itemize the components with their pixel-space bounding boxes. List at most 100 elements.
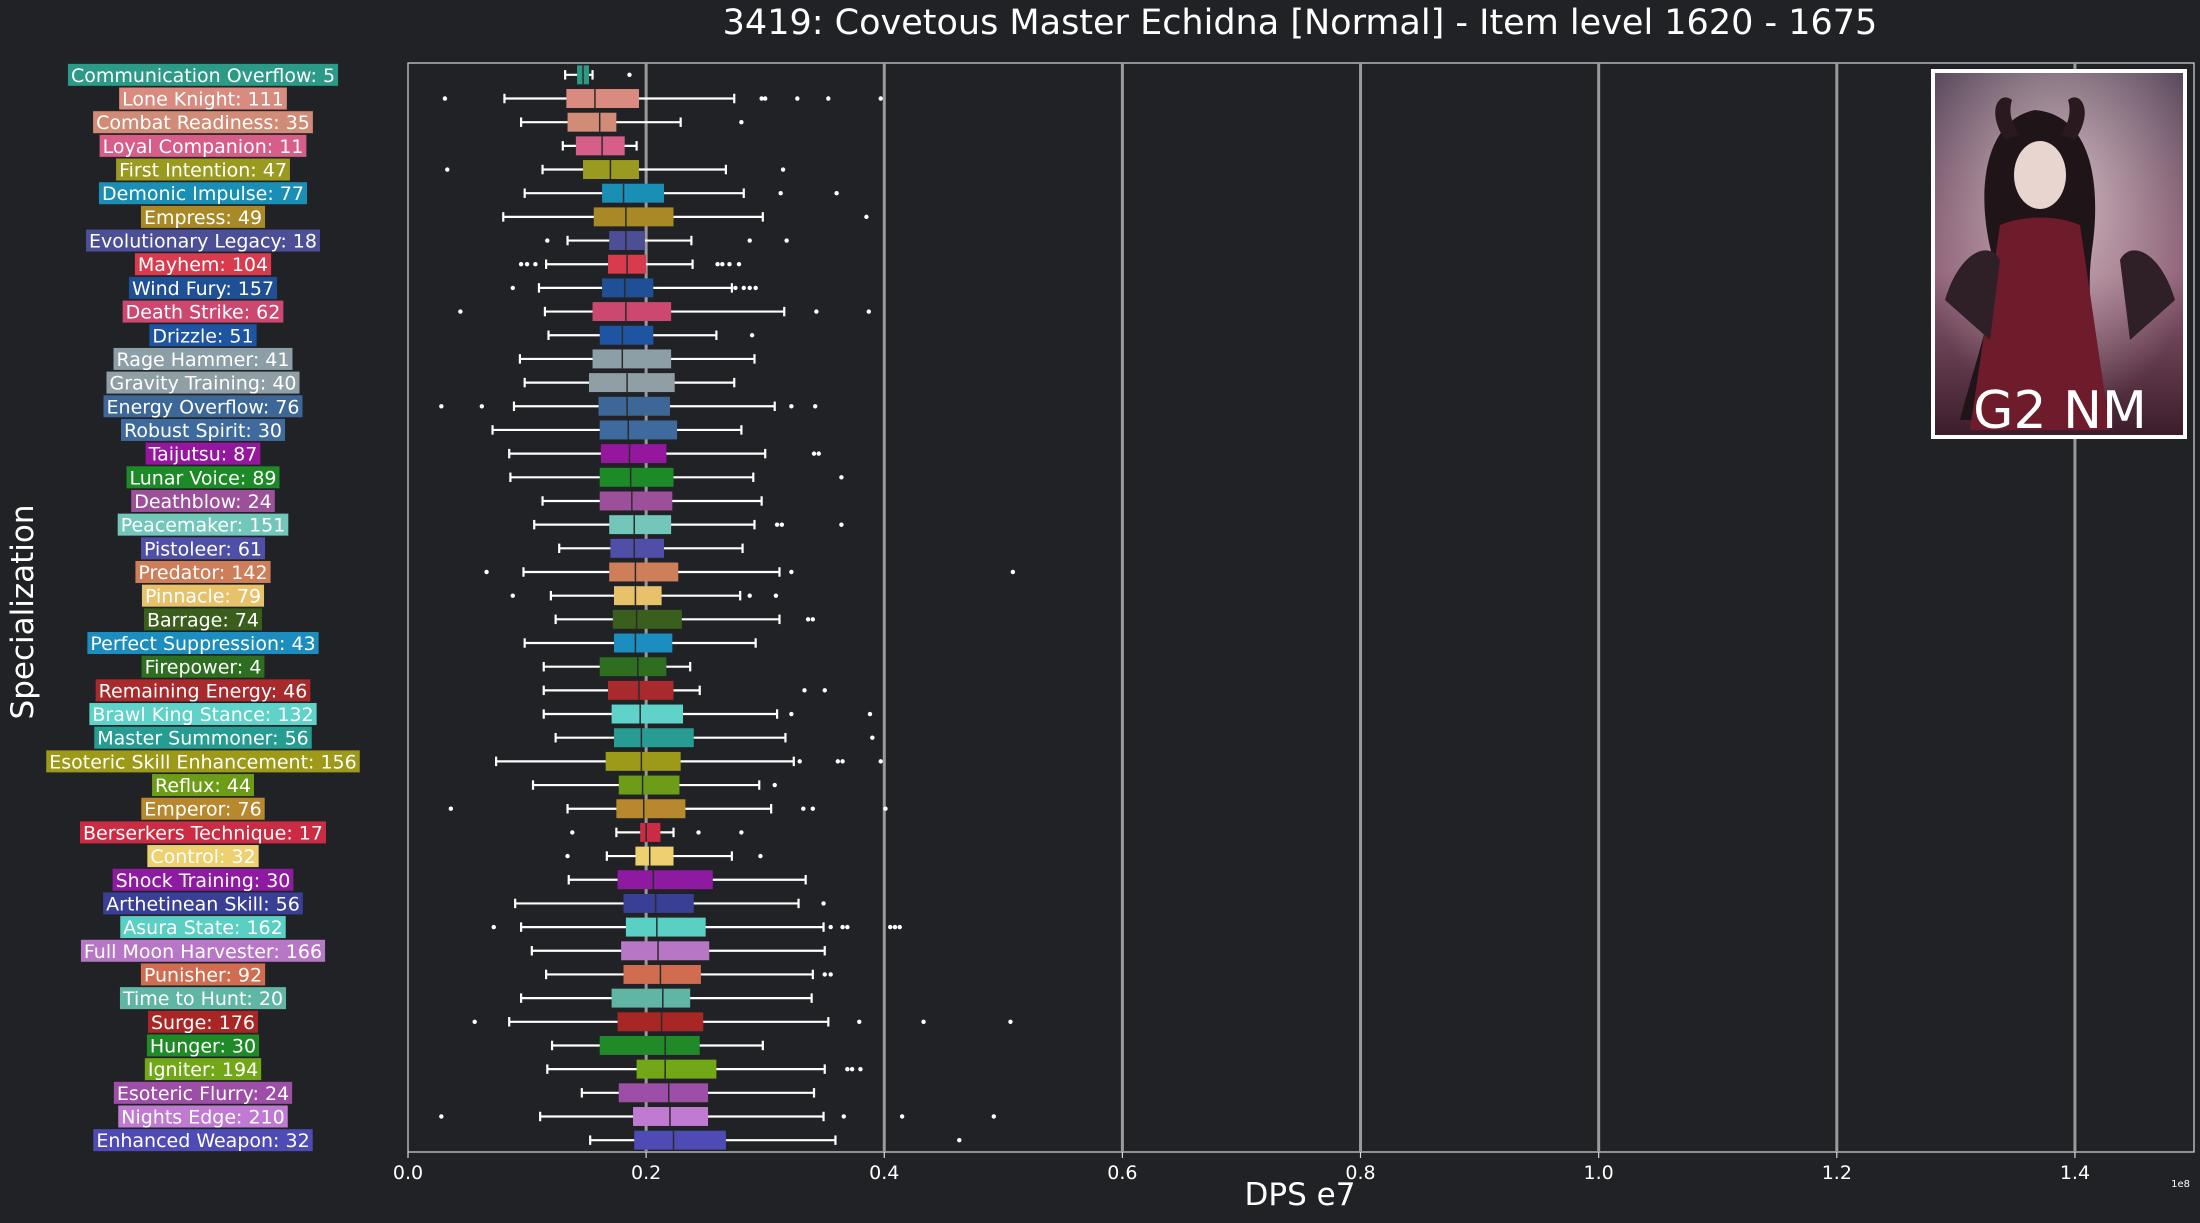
box-group [554, 728, 875, 748]
category-label-background [135, 560, 271, 583]
category-label-text: Wind Fury: 157 [132, 278, 274, 300]
category-label-background [99, 134, 307, 157]
category-label-background [116, 158, 290, 181]
box-group [589, 1130, 962, 1150]
box-iqr [599, 325, 654, 345]
y-axis-label: Specialization [5, 505, 41, 720]
box-iqr [623, 964, 701, 984]
category-label: Reflux: 44 [152, 774, 254, 797]
x-tick-label: 0.0 [393, 1162, 423, 1184]
category-label-text: First Intention: 47 [119, 160, 287, 182]
category-label: Esoteric Flurry: 24 [113, 1081, 293, 1105]
outlier-point [789, 404, 794, 409]
box-group [546, 1059, 863, 1079]
category-label-text: Control: 32 [150, 846, 255, 868]
outlier-point [778, 191, 783, 196]
box-series [439, 65, 1016, 1150]
box-group [514, 893, 826, 913]
x-axis: 0.0 0.2 0.4 0.6 0.8 1.0 1.2 1.4 [393, 1152, 2090, 1184]
outlier-point [758, 853, 763, 859]
outlier-point [1008, 1019, 1013, 1024]
box-group [565, 846, 763, 866]
box-iqr [592, 349, 672, 369]
category-label-text: Deathblow: 24 [134, 491, 272, 513]
box-group [523, 183, 839, 203]
outlier-point [518, 262, 524, 267]
outlier-point [857, 1019, 862, 1024]
category-label: Peacemaker: 151 [117, 513, 289, 537]
portrait-figure-dress [1970, 217, 2110, 430]
category-label-text: Arthetinean Skill: 56 [106, 893, 300, 915]
box-group [510, 278, 758, 298]
outlier-point [867, 711, 873, 717]
reference-lines [644, 63, 2077, 1152]
category-label-background [122, 300, 284, 323]
box-iqr [611, 704, 684, 724]
outlier-point [866, 309, 871, 314]
outlier-point [545, 238, 550, 243]
outlier-point [727, 262, 732, 267]
outlier-point [565, 853, 570, 859]
outlier-point [841, 1114, 846, 1119]
outlier-point [835, 759, 841, 764]
outlier-point [759, 96, 764, 101]
box-iqr [623, 893, 694, 913]
boss-portrait-inset: G2 NM [1931, 69, 2187, 441]
outlier-point [840, 759, 845, 764]
category-label-background [106, 371, 300, 394]
outlier-point [484, 569, 489, 575]
category-label-text: Brawl King Stance: 132 [92, 704, 313, 726]
box-iqr [618, 775, 680, 795]
box-group [542, 680, 827, 700]
category-label: Barrage: 74 [144, 608, 262, 631]
category-label-text: Remaining Energy: 46 [99, 680, 308, 702]
box-group [564, 65, 632, 85]
box-iqr [598, 396, 670, 416]
box-iqr [566, 89, 639, 108]
category-label-text: Rage Hammer: 41 [117, 349, 290, 371]
box-iqr [617, 870, 713, 890]
outlier-point [524, 262, 530, 267]
box-group [523, 373, 736, 393]
outlier-point [802, 688, 807, 693]
box-iqr [592, 302, 672, 322]
category-label-background [93, 111, 313, 134]
category-label-background [103, 892, 303, 915]
category-label-background [46, 750, 360, 773]
outlier-point [472, 1019, 477, 1024]
box-group [491, 420, 743, 440]
chart-title: 3419: Covetous Master Echidna [Normal] -… [723, 3, 1878, 43]
box-group [558, 538, 744, 558]
category-label: Combat Readiness: 35 [93, 111, 313, 134]
outlier-point [772, 782, 777, 788]
box-iqr [618, 1083, 709, 1103]
outlier-point [810, 806, 816, 811]
category-label-text: Shock Training: 30 [116, 870, 291, 892]
category-label-text: Esoteric Skill Enhancement: 156 [49, 751, 357, 773]
box-iqr [611, 988, 691, 1008]
category-label-background [118, 1105, 288, 1128]
category-label-text: Evolutionary Legacy: 18 [89, 231, 317, 253]
outlier-point [845, 924, 850, 930]
box-group [484, 562, 1016, 582]
outlier-point [878, 96, 883, 101]
category-label: Nights Edge: 210 [118, 1105, 288, 1128]
category-label-background [120, 418, 286, 441]
box-iqr [636, 1059, 717, 1079]
outlier-point [899, 1114, 905, 1119]
category-label-text: Demonic Impulse: 77 [102, 183, 304, 205]
outlier-point [822, 688, 827, 693]
outlier-point [479, 404, 485, 409]
category-label-background [140, 537, 266, 560]
outlier-point [774, 522, 780, 527]
category-label-background [149, 324, 257, 347]
outlier-point [888, 924, 893, 930]
category-label-text: Nights Edge: 210 [121, 1106, 285, 1128]
category-label: Surge: 176 [147, 1010, 259, 1034]
outlier-point [811, 451, 817, 456]
outlier-point [739, 119, 744, 125]
category-label-background [140, 205, 266, 228]
outlier-point [448, 806, 454, 811]
category-label: Communication Overflow: 5 [67, 63, 339, 87]
category-label: Wind Fury: 157 [128, 276, 278, 300]
